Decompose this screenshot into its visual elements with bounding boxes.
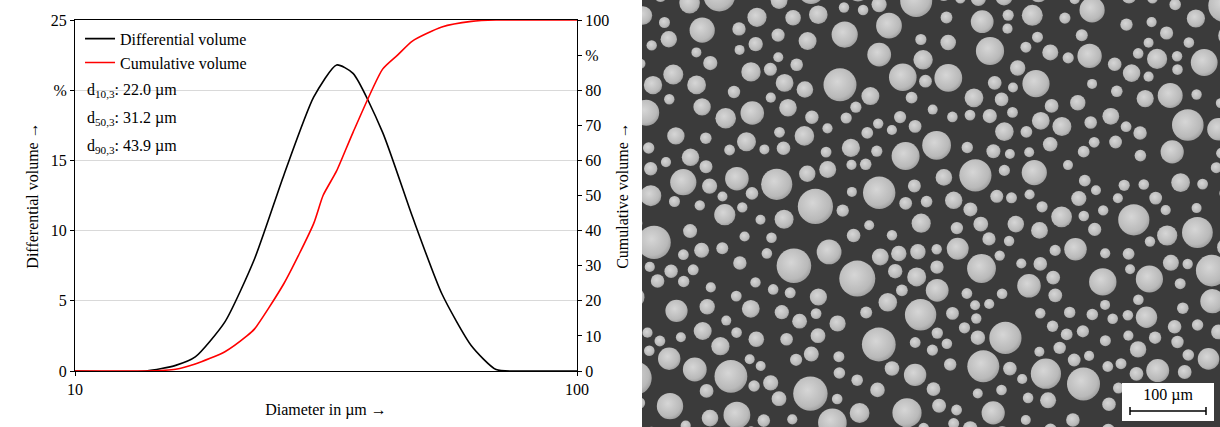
svg-text:50: 50 [585,187,601,204]
svg-text:15: 15 [51,152,67,169]
svg-text:Cumulative volume: Cumulative volume [120,55,247,72]
svg-text:60: 60 [585,152,601,169]
svg-text:5: 5 [59,292,67,309]
svg-text:%: % [585,47,598,64]
svg-text:70: 70 [585,117,601,134]
svg-text:d​50,3​: 31.2 µm: d​50,3​: 31.2 µm [87,109,177,128]
svg-text:Diameter in µm →: Diameter in µm → [265,401,387,419]
svg-text:Differential volume →: Differential volume → [24,122,41,268]
svg-text:10: 10 [67,381,83,398]
svg-text:%: % [53,82,66,99]
svg-text:d​10,3​: 22.0 µm: d​10,3​: 22.0 µm [87,81,177,100]
svg-text:20: 20 [585,292,601,309]
svg-text:40: 40 [585,222,601,239]
svg-text:Cumulative volume →: Cumulative volume → [614,122,631,269]
svg-text:100: 100 [565,381,589,398]
svg-text:Differential volume: Differential volume [120,31,246,48]
svg-text:0: 0 [59,363,67,380]
svg-text:30: 30 [585,257,601,274]
svg-text:80: 80 [585,82,601,99]
svg-text:d​90,3​: 43.9 µm: d​90,3​: 43.9 µm [87,137,177,156]
svg-text:100 µm: 100 µm [1143,386,1193,404]
svg-text:25: 25 [51,12,67,29]
svg-text:0: 0 [585,363,593,380]
svg-text:10: 10 [51,222,67,239]
svg-text:100: 100 [585,12,609,29]
svg-text:10: 10 [585,328,601,345]
